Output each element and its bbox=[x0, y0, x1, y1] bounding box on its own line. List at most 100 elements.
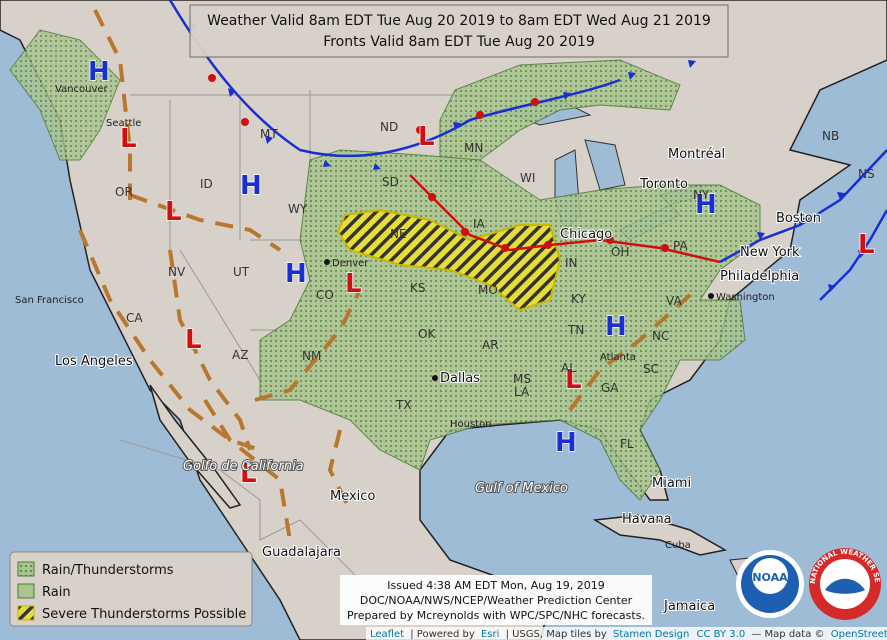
title-box: Weather Valid 8am EDT Tue Aug 20 2019 to… bbox=[189, 4, 729, 58]
city-label: Jamaica bbox=[663, 599, 715, 614]
title: Weather Valid 8am EDT Tue Aug 20 2019 to… bbox=[207, 13, 711, 29]
low: L bbox=[165, 197, 182, 227]
city-label: Miami bbox=[652, 476, 691, 491]
low: L bbox=[345, 269, 362, 299]
noaa-text: NOAA bbox=[752, 571, 788, 584]
region-label: NC bbox=[652, 329, 669, 343]
region-label: AR bbox=[482, 338, 499, 352]
link[interactable]: OpenStreetMap bbox=[831, 629, 887, 640]
region-label: TN bbox=[567, 323, 584, 337]
low: L bbox=[240, 459, 257, 489]
issued-line: Issued 4:38 AM EDT Mon, Aug 19, 2019 bbox=[387, 579, 604, 592]
stationary-front bbox=[409, 174, 721, 264]
region-label: NE bbox=[390, 227, 407, 241]
low: L bbox=[858, 230, 875, 260]
issued-box: Issued 4:38 AM EDT Mon, Aug 19, 2019 DOC… bbox=[340, 575, 652, 625]
link[interactable]: Esri bbox=[481, 629, 499, 640]
region-label: CO bbox=[316, 288, 334, 302]
subtitle: Fronts Valid 8am EDT Tue Aug 20 2019 bbox=[323, 34, 595, 50]
region-label: UT bbox=[233, 265, 250, 279]
region-label: OR bbox=[115, 185, 133, 199]
city-label: Washington bbox=[716, 292, 775, 303]
high: H bbox=[555, 428, 577, 458]
region-label: FL bbox=[620, 437, 634, 451]
attribution: Leaflet | Powered by Esri | USGS, Map ti… bbox=[366, 627, 887, 640]
city-label: Vancouver bbox=[55, 84, 109, 95]
city-label: Guadalajara bbox=[262, 545, 341, 560]
city-label: Havana bbox=[622, 512, 672, 527]
trough bbox=[129, 193, 282, 252]
region-label: CA bbox=[126, 311, 143, 325]
legend: Rain/Thunderstorms Rain Severe Thunderst… bbox=[9, 551, 253, 627]
region-label: GA bbox=[601, 381, 619, 395]
text: — Map data © bbox=[751, 629, 824, 640]
city-label: Houston bbox=[450, 419, 492, 430]
pressure-centers: H H H H H H L L L L L L L L bbox=[87, 56, 875, 490]
region-label: SC bbox=[643, 362, 659, 376]
city-dot bbox=[432, 375, 438, 381]
link[interactable]: Stamen Design bbox=[613, 629, 689, 640]
region-label: AZ bbox=[232, 348, 248, 362]
region-label: NS bbox=[858, 167, 875, 181]
region-label: PA bbox=[673, 239, 688, 253]
region-label: KS bbox=[410, 281, 426, 295]
trough bbox=[168, 249, 252, 451]
attribution-text: Leaflet | Powered by Esri | USGS, Map ti… bbox=[370, 629, 887, 640]
region-label: KY bbox=[571, 292, 586, 306]
city-label: Dallas bbox=[440, 371, 480, 386]
legend-item: Rain/Thunderstorms bbox=[42, 563, 174, 578]
baja bbox=[149, 384, 242, 509]
city-label: New York bbox=[740, 245, 800, 260]
border-mx bbox=[119, 439, 381, 601]
region-label: AL bbox=[561, 361, 576, 375]
noaa-logo: NOAA bbox=[736, 550, 804, 618]
city-label: San Francisco bbox=[15, 295, 84, 306]
high: H bbox=[88, 57, 110, 87]
text: | USGS, Map tiles by bbox=[506, 629, 607, 640]
low: L bbox=[120, 124, 137, 154]
region-label: MO bbox=[478, 283, 498, 297]
region-label: SD bbox=[382, 175, 399, 189]
legend-item: Rain bbox=[42, 585, 71, 600]
trough bbox=[78, 229, 261, 452]
sea-label: Gulf of Mexico bbox=[475, 481, 568, 496]
low: L bbox=[418, 122, 435, 152]
region-label: NB bbox=[822, 129, 839, 143]
city-label: Atlanta bbox=[600, 352, 636, 363]
city-label: Montréal bbox=[668, 147, 725, 162]
region-label: OH bbox=[611, 245, 629, 259]
city-dot bbox=[708, 293, 714, 299]
city-label: Philadelphia bbox=[720, 269, 799, 284]
city-dot bbox=[324, 259, 330, 265]
city-label: Los Angeles bbox=[55, 354, 133, 369]
place-labels: Vancouver Seattle San Francisco Los Angeles… bbox=[15, 84, 875, 615]
sea-label: Golfo de California bbox=[183, 459, 304, 474]
region-label: OK bbox=[418, 327, 436, 341]
trough bbox=[568, 293, 692, 412]
region-label: IN bbox=[565, 256, 578, 270]
region-label: NY bbox=[693, 188, 710, 202]
city-label: Boston bbox=[776, 211, 821, 226]
region-label: MN bbox=[464, 141, 483, 155]
link[interactable]: CC BY 3.0 bbox=[697, 629, 746, 640]
high: H bbox=[285, 259, 307, 289]
front-semicircles bbox=[208, 74, 669, 252]
low: L bbox=[185, 325, 202, 355]
link[interactable]: Leaflet bbox=[370, 629, 404, 640]
city-label: Toronto bbox=[639, 177, 688, 192]
region-label: IA bbox=[473, 217, 486, 231]
high: H bbox=[240, 171, 262, 201]
rain-area bbox=[9, 29, 121, 161]
city-label: Cuba bbox=[665, 540, 691, 551]
issued-line: Prepared by Mcreynolds with WPC/SPC/NHC … bbox=[347, 609, 645, 622]
region-label: MS bbox=[513, 372, 531, 386]
region-label: NM bbox=[302, 349, 321, 363]
cold-front bbox=[168, 0, 621, 158]
region-label: WI bbox=[520, 171, 535, 185]
region-label: WY bbox=[288, 202, 308, 216]
legend-item: Severe Thunderstorms Possible bbox=[42, 607, 246, 622]
city-label: Seattle bbox=[106, 118, 141, 129]
city-label: Chicago bbox=[560, 227, 612, 242]
low: L bbox=[565, 365, 582, 395]
